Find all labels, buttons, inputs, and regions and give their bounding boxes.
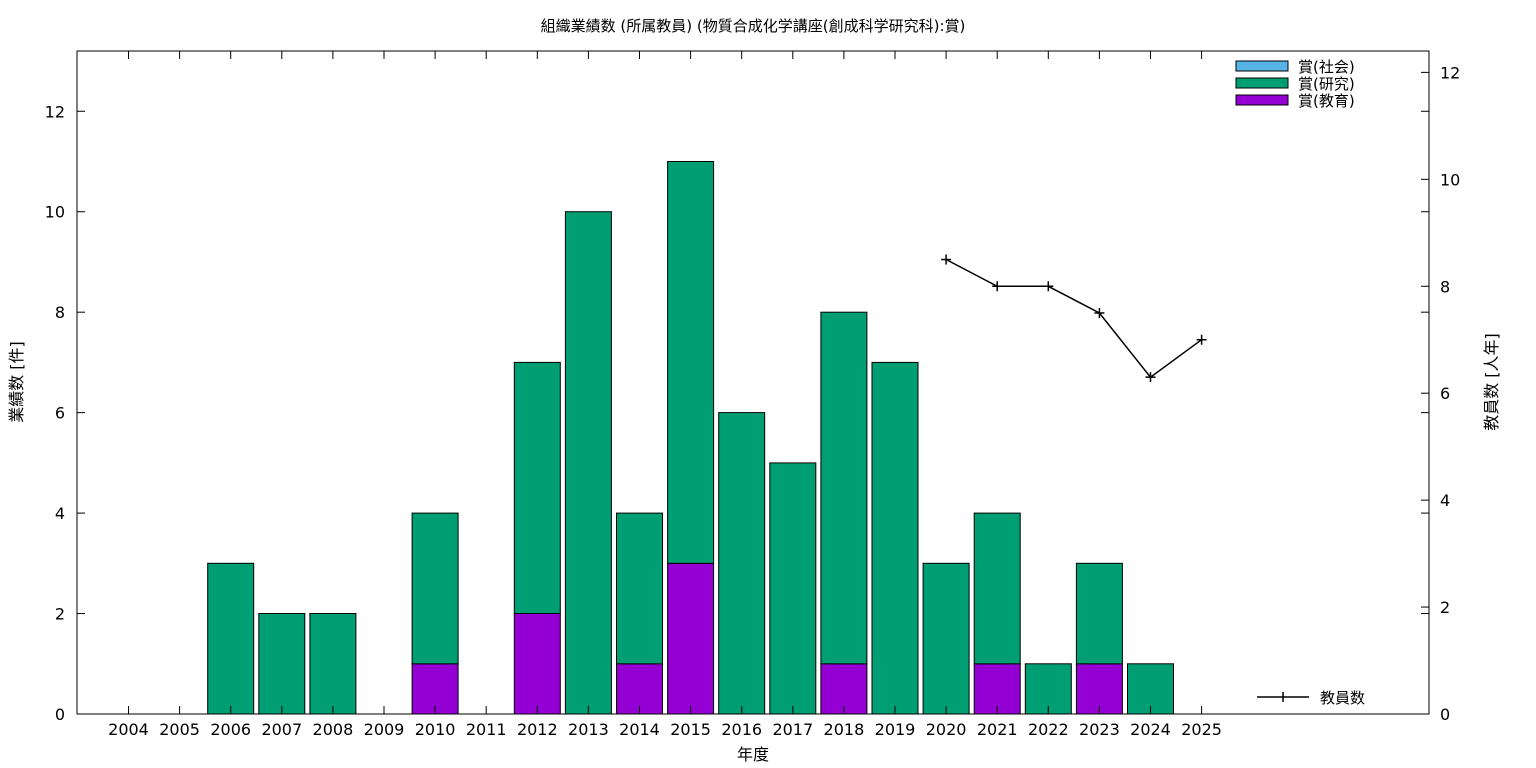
y-tick-label: 8 [55, 303, 65, 322]
plot-frame [76, 50, 1430, 715]
bar-2014-賞(研究) [616, 512, 663, 665]
bar-2015-賞(研究) [667, 161, 715, 564]
y-tick-label: 12 [45, 102, 65, 121]
bar-2012-賞(教育) [513, 613, 561, 715]
bar-2014-賞(教育) [616, 663, 663, 715]
x-tick-label: 2008 [313, 720, 354, 739]
x-tick-label: 2012 [517, 720, 558, 739]
y-axis-label: 業績数 [件] [7, 341, 26, 423]
y2-tick-label: 2 [1440, 598, 1450, 617]
y2-axis-label: 教員数 [人年] [1482, 333, 1501, 431]
x-axis-label: 年度 [737, 745, 769, 764]
x-tick-label: 2013 [568, 720, 609, 739]
y-tick-label: 10 [45, 203, 65, 222]
legend-swatch [1235, 77, 1289, 89]
y-tick-label: 6 [55, 404, 65, 423]
line-legend: 教員数 [1257, 689, 1365, 707]
faculty-point-2024 [1145, 372, 1156, 383]
legend-label: 賞(研究) [1298, 75, 1355, 93]
bar-2017-賞(研究) [769, 462, 817, 715]
y2-tick-label: 10 [1440, 170, 1460, 189]
y2-tick-label: 0 [1440, 705, 1450, 724]
x-tick-label: 2024 [1130, 720, 1171, 739]
bar-2019-賞(研究) [871, 361, 919, 715]
faculty-point-2025 [1196, 334, 1207, 345]
bar-2015-賞(教育) [667, 562, 715, 715]
y2-tick-label: 6 [1440, 384, 1450, 403]
x-tick-label: 2019 [875, 720, 916, 739]
y-tick-label: 2 [55, 605, 65, 624]
bar-2020-賞(研究) [922, 562, 970, 715]
legend-swatch [1235, 60, 1289, 72]
bar-2023-賞(研究) [1075, 562, 1123, 665]
faculty-line [945, 258, 1203, 379]
y2-axis-ticks: 0 2 4 6 8 10 12 [1421, 63, 1460, 724]
x-tick-label: 2022 [1028, 720, 1069, 739]
x-axis-ticks: 2004 2005 2006 2007 2008 2009 2010 2011 2012 2013… [108, 51, 1222, 739]
x-tick-label: 2005 [159, 720, 200, 739]
x-tick-label: 2018 [824, 720, 865, 739]
bar-2010-賞(教育) [411, 663, 459, 715]
legend-item-賞(社会): 賞(社会) [1235, 58, 1355, 76]
faculty-point-2022 [1043, 281, 1054, 292]
bar-2007-賞(研究) [258, 613, 306, 715]
bar-2010-賞(研究) [411, 512, 459, 665]
x-tick-label: 2010 [415, 720, 456, 739]
x-tick-label: 2017 [772, 720, 813, 739]
x-tick-label: 2006 [210, 720, 251, 739]
chart-title: 組織業績数 (所属教員) (物質合成化学講座(創成科学研究科):賞) [541, 17, 966, 35]
legend-item-賞(教育): 賞(教育) [1235, 92, 1355, 110]
bar-2013-賞(研究) [564, 211, 612, 715]
faculty-point-2021 [992, 281, 1003, 292]
bar-group [207, 161, 1174, 715]
faculty-point-2020 [941, 254, 952, 265]
legend-label: 賞(社会) [1298, 58, 1355, 76]
x-tick-label: 2021 [977, 720, 1018, 739]
y2-tick-label: 12 [1440, 63, 1460, 82]
x-tick-label: 2025 [1181, 720, 1222, 739]
x-tick-label: 2023 [1079, 720, 1120, 739]
line-legend-label: 教員数 [1320, 689, 1365, 707]
x-tick-label: 2009 [364, 720, 405, 739]
y2-tick-label: 8 [1440, 277, 1450, 296]
y-tick-label: 0 [55, 705, 65, 724]
x-tick-label: 2007 [261, 720, 302, 739]
faculty-line-group [941, 254, 1207, 383]
bar-2018-賞(研究) [820, 311, 868, 665]
x-tick-label: 2004 [108, 720, 149, 739]
bar-2021-賞(教育) [973, 663, 1021, 715]
y2-tick-label: 4 [1440, 491, 1450, 510]
legend: 賞(社会)賞(研究)賞(教育) [1235, 58, 1355, 110]
bar-2008-賞(研究) [309, 613, 357, 715]
bar-2016-賞(研究) [718, 412, 766, 715]
legend-swatch [1235, 94, 1289, 106]
legend-item-賞(研究): 賞(研究) [1235, 75, 1355, 93]
faculty-point-2023 [1094, 307, 1105, 318]
y-axis-ticks: 0 2 4 6 8 10 12 [45, 102, 1429, 724]
bar-2023-賞(教育) [1075, 663, 1123, 715]
x-tick-label: 2020 [926, 720, 967, 739]
x-tick-label: 2016 [721, 720, 762, 739]
x-tick-label: 2011 [466, 720, 507, 739]
bar-2012-賞(研究) [513, 361, 561, 614]
x-tick-label: 2014 [619, 720, 660, 739]
x-tick-label: 2015 [670, 720, 711, 739]
y-tick-label: 4 [55, 504, 65, 523]
legend-label: 賞(教育) [1298, 92, 1355, 110]
bar-2006-賞(研究) [207, 562, 255, 715]
bar-2021-賞(研究) [973, 512, 1021, 665]
